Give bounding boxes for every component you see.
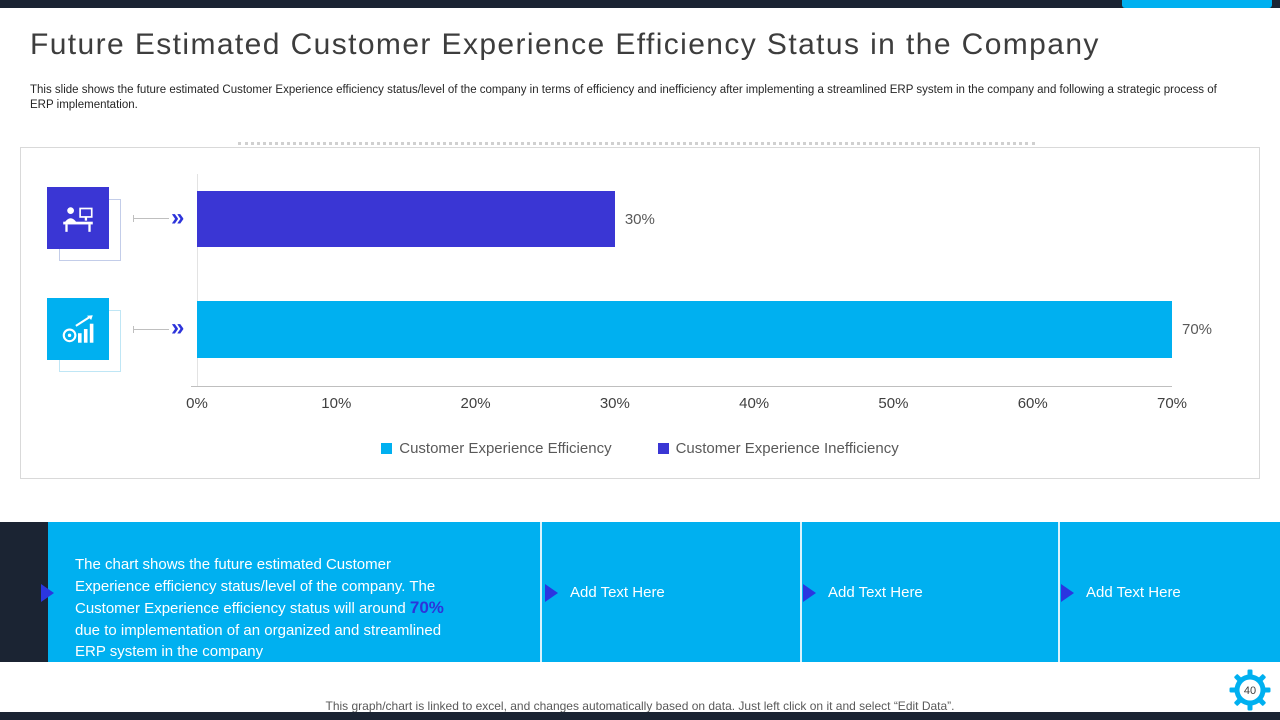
band-left-strip	[0, 522, 48, 662]
text-placeholder-3[interactable]: Add Text Here	[1086, 584, 1181, 601]
band-divider	[800, 522, 802, 662]
x-tick: 40%	[739, 395, 770, 412]
text-placeholder-2[interactable]: Add Text Here	[828, 584, 923, 601]
legend-item-inefficiency: Customer Experience Inefficiency	[657, 440, 899, 457]
top-accent-bar	[0, 0, 1280, 8]
page-number-gear-icon: 40	[1228, 668, 1272, 712]
slide-subtitle: This slide shows the future estimated Cu…	[30, 84, 1217, 111]
bottom-accent-bar	[0, 712, 1280, 720]
x-tick: 70%	[1156, 395, 1188, 412]
arrow-bullet-icon	[41, 584, 54, 602]
legend-swatch-efficiency	[381, 443, 393, 454]
arrow-bullet-icon	[1061, 584, 1074, 602]
legend-swatch-inefficiency	[657, 443, 669, 454]
x-tick: 30%	[599, 395, 630, 412]
legend-label: Customer Experience Inefficiency	[675, 440, 899, 457]
bar-inefficiency	[197, 191, 615, 247]
description-after: due to implementation of an organized an…	[75, 621, 442, 661]
connector-line	[133, 215, 169, 222]
band-divider	[1058, 522, 1060, 662]
chart-description-text[interactable]: The chart shows the future estimated Cus…	[75, 554, 450, 663]
bar-value-label: 30%	[624, 211, 655, 228]
band-divider	[540, 522, 542, 662]
connector-line	[133, 326, 169, 333]
workstation-icon	[47, 187, 109, 249]
description-before: The chart shows the future estimated Cus…	[75, 556, 436, 617]
growth-gear-icon	[47, 298, 109, 360]
text-placeholder-1[interactable]: Add Text Here	[570, 584, 665, 601]
legend-item-efficiency: Customer Experience Efficiency	[381, 440, 612, 457]
page-title: Future Estimated Customer Experience Eff…	[30, 28, 1100, 61]
arrow-bullet-icon	[545, 584, 558, 602]
footer-note: This graph/chart is linked to excel, and…	[325, 699, 955, 713]
top-accent-cyan-segment	[1122, 0, 1272, 8]
bar-efficiency	[197, 301, 1172, 358]
legend-label: Customer Experience Efficiency	[399, 440, 612, 457]
x-tick: 20%	[460, 395, 491, 412]
chart-legend: Customer Experience Efficiency Customer …	[21, 440, 1259, 457]
x-tick: 60%	[1017, 395, 1048, 412]
chevron-arrow-icon: »	[171, 204, 185, 231]
chevron-arrow-icon: »	[171, 314, 185, 341]
description-highlight: 70%	[409, 598, 444, 617]
value-axis-line	[197, 174, 198, 386]
arrow-bullet-icon	[803, 584, 816, 602]
bar-chart[interactable]: » » 30% 70% 0% 10% 20% 30% 40% 50% 60% 7…	[20, 147, 1260, 479]
x-tick: 0%	[186, 395, 208, 412]
plot-area[interactable]: 30% 70%	[197, 148, 1212, 386]
x-axis-ticks: 0% 10% 20% 30% 40% 50% 60% 70%	[186, 395, 1187, 415]
callout-band: The chart shows the future estimated Cus…	[0, 522, 1280, 662]
page-number: 40	[1244, 685, 1256, 697]
x-axis-line	[191, 386, 1172, 387]
bar-value-label: 70%	[1182, 321, 1213, 338]
x-tick: 10%	[321, 395, 352, 412]
x-tick: 50%	[878, 395, 909, 412]
decorative-dotted-line	[238, 142, 1035, 145]
